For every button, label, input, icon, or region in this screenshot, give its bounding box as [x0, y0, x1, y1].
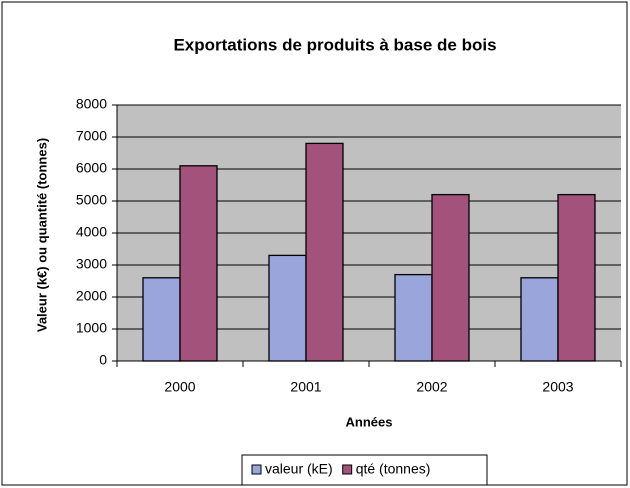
legend-label: valeur (kE) — [265, 461, 333, 477]
bar — [179, 165, 218, 362]
y-tick-label: 3000 — [76, 256, 107, 272]
y-axis-title: Valeur (k€) ou quantité (tonnes) — [34, 138, 49, 332]
bar — [305, 142, 344, 362]
bar — [557, 193, 596, 362]
bar — [431, 193, 470, 362]
legend-label: qté (tonnes) — [356, 461, 431, 477]
legend-swatch — [342, 464, 353, 475]
x-tick-label: 2002 — [416, 379, 447, 395]
y-tick-label: 6000 — [76, 160, 107, 176]
bar — [520, 277, 559, 362]
x-tick-label: 2003 — [542, 379, 573, 395]
y-tick-label: 8000 — [76, 96, 107, 112]
y-tick-label: 2000 — [76, 288, 107, 304]
y-tick-label: 1000 — [76, 320, 107, 336]
bar — [394, 273, 433, 362]
y-tick-label: 7000 — [76, 128, 107, 144]
y-tick-label: 0 — [99, 352, 107, 368]
bar — [268, 254, 307, 362]
x-tick-label: 2000 — [164, 379, 195, 395]
legend-box — [241, 454, 488, 486]
x-axis-title: Années — [346, 414, 393, 429]
chart-title: Exportations de produits à base de bois — [173, 35, 496, 54]
x-tick-label: 2001 — [290, 379, 321, 395]
y-tick-label: 4000 — [76, 224, 107, 240]
y-tick-label: 5000 — [76, 192, 107, 208]
bar — [142, 277, 181, 362]
legend-swatch — [251, 464, 262, 475]
